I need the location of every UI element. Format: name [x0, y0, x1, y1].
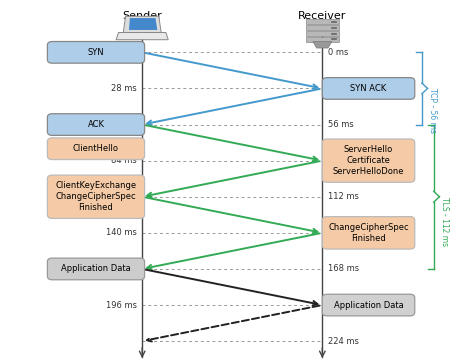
FancyBboxPatch shape [322, 139, 415, 182]
Text: 196 ms: 196 ms [106, 301, 137, 309]
Text: SYN: SYN [88, 48, 104, 57]
FancyBboxPatch shape [322, 217, 415, 249]
FancyBboxPatch shape [47, 42, 145, 63]
Text: ChangeCipherSpec
Finished: ChangeCipherSpec Finished [328, 223, 409, 243]
Text: TCP - 56 ms: TCP - 56 ms [428, 88, 437, 134]
Text: 0 ms: 0 ms [328, 48, 348, 57]
Text: TLS - 112 ms: TLS - 112 ms [440, 197, 448, 246]
Polygon shape [123, 16, 161, 32]
Text: 140 ms: 140 ms [106, 229, 137, 237]
Text: Application Data: Application Data [334, 301, 403, 309]
Text: 168 ms: 168 ms [328, 265, 359, 273]
Polygon shape [313, 42, 332, 48]
Polygon shape [129, 18, 157, 30]
FancyBboxPatch shape [47, 114, 145, 135]
Text: 112 ms: 112 ms [328, 192, 359, 201]
FancyBboxPatch shape [306, 19, 339, 24]
FancyBboxPatch shape [306, 31, 339, 36]
Text: ServerHello
Certificate
ServerHelloDone: ServerHello Certificate ServerHelloDone [333, 145, 404, 176]
Text: SYN ACK: SYN ACK [350, 84, 387, 93]
Text: Sender: Sender [122, 11, 162, 21]
FancyBboxPatch shape [306, 25, 339, 30]
FancyBboxPatch shape [47, 258, 145, 280]
FancyBboxPatch shape [322, 78, 415, 99]
FancyBboxPatch shape [47, 138, 145, 160]
FancyBboxPatch shape [322, 294, 415, 316]
Polygon shape [116, 32, 168, 40]
Text: 28 ms: 28 ms [111, 84, 137, 93]
FancyBboxPatch shape [306, 37, 339, 42]
FancyBboxPatch shape [47, 175, 145, 218]
Text: ClientKeyExchange
ChangeCipherSpec
Finished: ClientKeyExchange ChangeCipherSpec Finis… [55, 181, 137, 212]
Text: 84 ms: 84 ms [111, 156, 137, 165]
Text: ACK: ACK [88, 120, 104, 129]
Text: 56 ms: 56 ms [328, 120, 354, 129]
Text: 224 ms: 224 ms [328, 337, 359, 345]
Text: Receiver: Receiver [298, 11, 346, 21]
Text: Application Data: Application Data [61, 265, 131, 273]
Text: ClientHello: ClientHello [73, 144, 119, 153]
